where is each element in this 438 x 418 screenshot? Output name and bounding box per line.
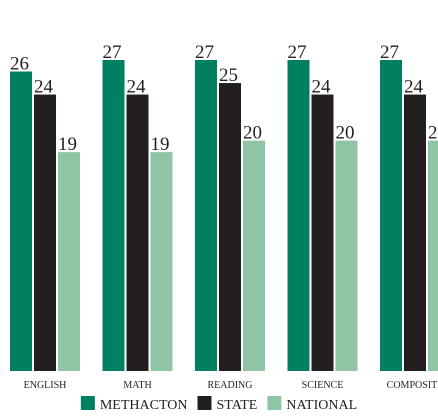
bar-english-state [34, 94, 56, 372]
value-label-composite-national: 20 [428, 123, 438, 144]
category-label-science: SCIENCE [302, 380, 344, 391]
value-label-science-national: 20 [336, 123, 355, 144]
category-label-composite: COMPOSITE [387, 380, 438, 391]
bars-layer [10, 60, 438, 372]
legend-item-national: NATIONAL [267, 396, 357, 413]
bar-reading-state [219, 83, 241, 371]
category-label-reading: READING [208, 380, 253, 391]
value-label-english-state: 24 [34, 77, 54, 98]
bar-math-national [150, 152, 173, 371]
value-label-composite-methacton: 27 [380, 42, 399, 63]
value-label-composite-state: 24 [404, 77, 424, 98]
value-label-math-national: 19 [151, 134, 170, 155]
value-label-reading-methacton: 27 [195, 42, 214, 63]
legend-swatch-national [267, 396, 282, 410]
legend-item-state: STATE [197, 396, 257, 413]
value-label-science-state: 24 [312, 77, 332, 98]
value-labels-layer: 262419272419272520272420272420 [10, 42, 438, 155]
value-label-math-state: 24 [127, 77, 147, 98]
value-label-reading-national: 20 [243, 123, 262, 144]
bar-science-state [311, 94, 334, 372]
value-label-science-methacton: 27 [288, 42, 307, 63]
category-label-english: ENGLISH [24, 380, 67, 391]
bar-math-state [126, 94, 149, 372]
category-label-math: MATH [123, 380, 151, 391]
value-label-reading-state: 25 [219, 65, 238, 86]
category-labels-layer: ENGLISH MATH READING SCIENCE COMPOSITE [24, 380, 438, 391]
bar-composite-national [428, 140, 438, 371]
bar-composite-methacton [380, 60, 402, 371]
bar-english-national [58, 152, 80, 371]
bar-reading-national [243, 140, 265, 371]
value-label-english-national: 19 [58, 134, 77, 155]
legend: METHACTON STATE NATIONAL [80, 396, 357, 413]
value-label-math-methacton: 27 [103, 42, 122, 63]
legend-swatch-methacton [80, 396, 95, 410]
bar-composite-state [404, 94, 426, 372]
legend-label-national: NATIONAL [286, 398, 357, 413]
legend-label-state: STATE [216, 398, 257, 413]
bar-english-methacton [10, 71, 32, 371]
legend-swatch-state [197, 396, 212, 410]
bar-reading-methacton [195, 60, 217, 371]
legend-item-methacton: METHACTON [80, 396, 188, 413]
bar-science-national [335, 140, 358, 371]
value-label-english-methacton: 26 [10, 54, 29, 75]
legend-label-methacton: METHACTON [100, 398, 188, 413]
bar-science-methacton [287, 60, 310, 371]
bar-math-methacton [102, 60, 125, 371]
